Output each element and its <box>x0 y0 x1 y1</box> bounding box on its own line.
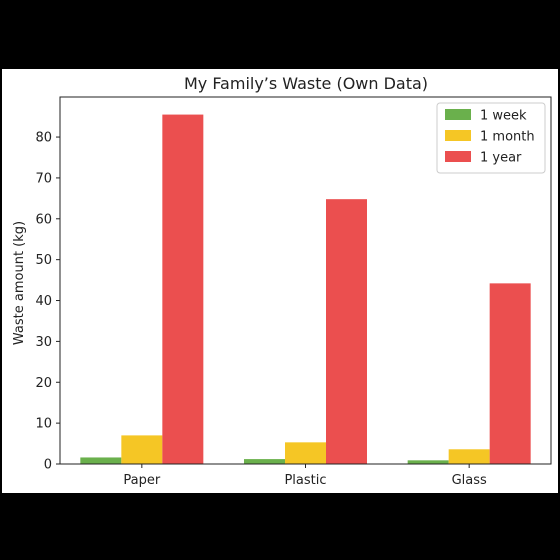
bar-paper-1-month <box>121 435 163 464</box>
bar-paper-1-year <box>162 114 204 465</box>
bar-chart: My Family’s Waste (Own Data) Waste amoun… <box>12 74 552 488</box>
bar-glass-1-year <box>489 283 531 464</box>
x-tick-label: Plastic <box>284 473 326 488</box>
legend: 1 week 1 month 1 year <box>436 102 546 174</box>
y-tick-label: 0 <box>44 458 52 473</box>
figure-panel: My Family’s Waste (Own Data) Waste amoun… <box>2 69 558 493</box>
y-tick-label: 30 <box>35 335 52 350</box>
chart-title: My Family’s Waste (Own Data) <box>184 74 428 93</box>
legend-label: 1 month <box>480 130 535 145</box>
x-tick-label: Glass <box>452 473 487 488</box>
x-tick-label: Paper <box>123 473 160 488</box>
legend-label: 1 year <box>480 151 522 166</box>
y-tick-label: 40 <box>35 294 52 309</box>
bar-plastic-1-year <box>326 199 367 464</box>
bar-plastic-1-week <box>244 459 285 464</box>
y-tick-label: 80 <box>35 131 52 146</box>
axis-ticks-group: Paper Plastic Glass 0 10 20 30 40 50 60 70 80 <box>35 131 487 488</box>
y-tick-label: 70 <box>35 171 52 186</box>
plot-frame <box>59 96 552 465</box>
legend-label: 1 week <box>480 109 527 124</box>
legend-swatch-1-year <box>445 151 471 162</box>
y-tick-label: 60 <box>35 212 52 227</box>
y-axis-label: Waste amount (kg) <box>12 221 27 345</box>
bar-paper-1-week <box>80 457 122 464</box>
bar-glass-1-week <box>407 460 449 464</box>
legend-swatch-1-month <box>445 130 471 141</box>
y-tick-label: 10 <box>35 417 52 432</box>
y-tick-label: 20 <box>35 376 52 391</box>
legend-swatch-1-week <box>445 109 471 120</box>
y-tick-label: 50 <box>35 253 52 268</box>
bar-glass-1-month <box>448 449 490 464</box>
bars-group <box>80 114 531 465</box>
bar-plastic-1-month <box>285 442 326 464</box>
